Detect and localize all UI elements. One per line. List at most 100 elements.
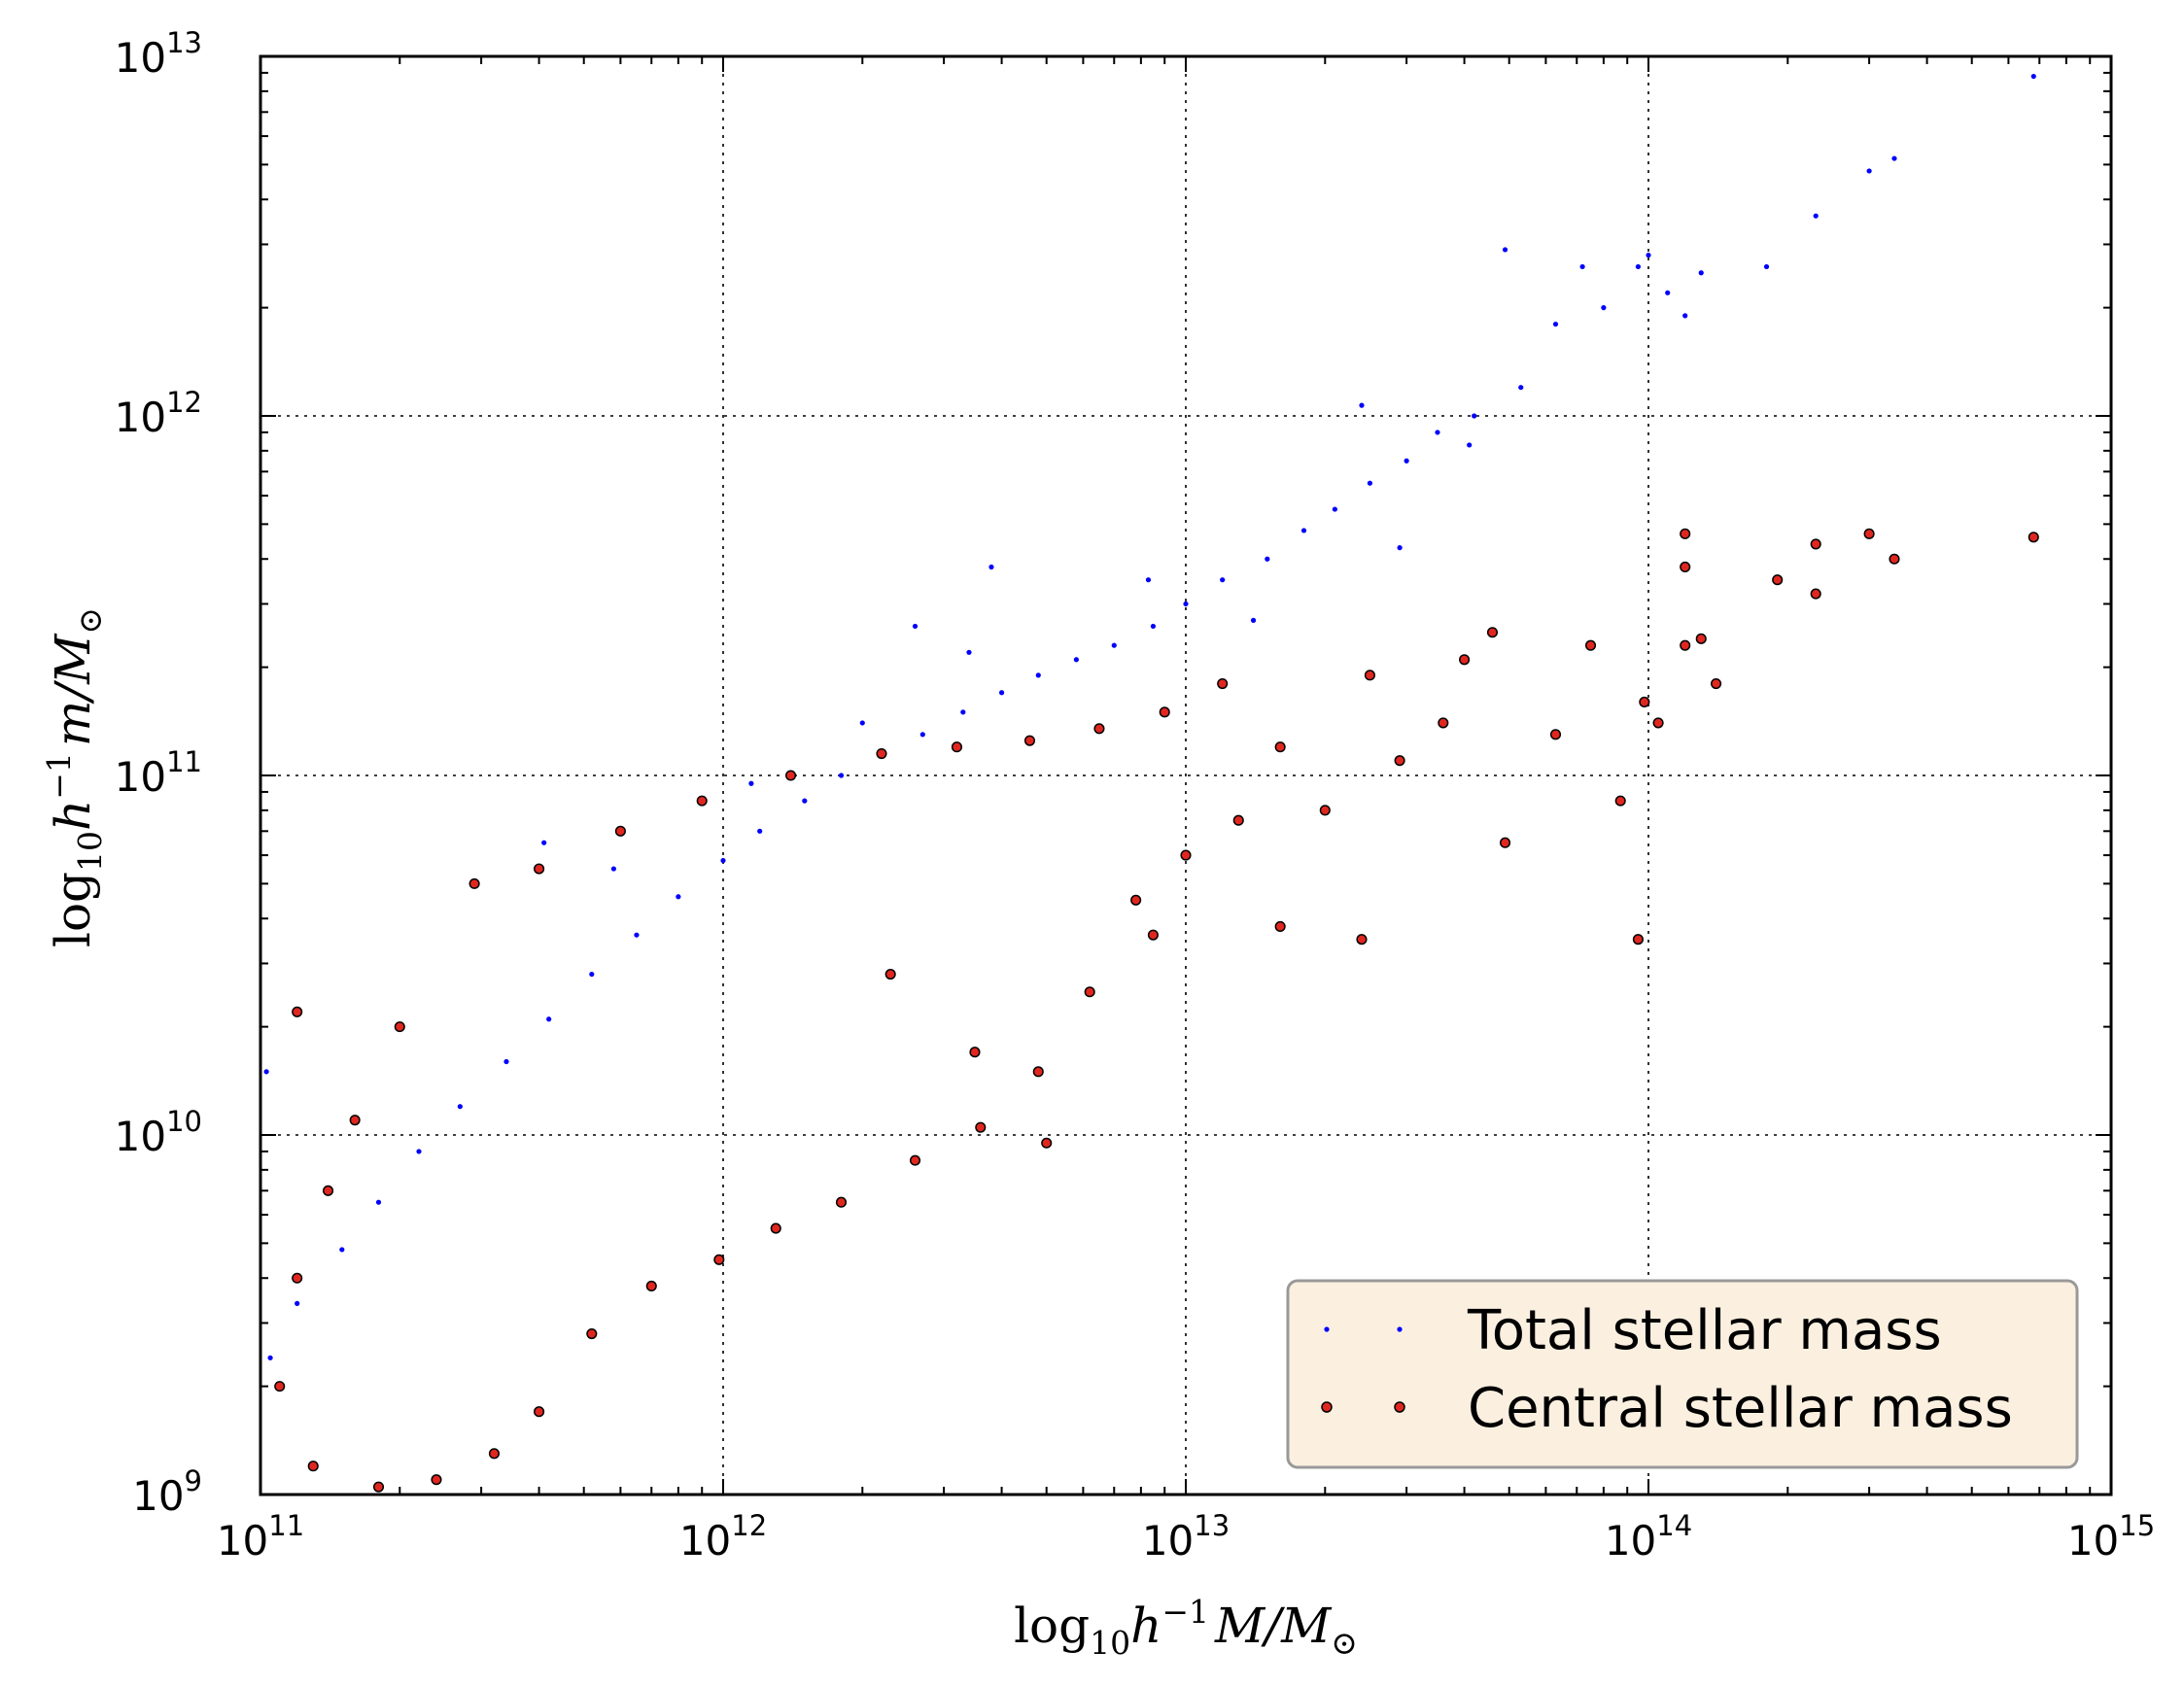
- total-stellar-mass-point: [1435, 430, 1440, 435]
- x-tick-label: 1012: [679, 1509, 767, 1565]
- x-tick-label: 1013: [1142, 1509, 1230, 1565]
- total-stellar-mass-point: [757, 828, 763, 834]
- central-stellar-mass-point: [1680, 528, 1691, 539]
- central-stellar-mass-point: [394, 1021, 405, 1033]
- total-stellar-mass-point: [263, 1069, 269, 1075]
- total-stellar-mass-point: [1359, 402, 1365, 408]
- central-stellar-mass-point: [1023, 735, 1036, 746]
- central-stellar-mass-point: [349, 1115, 361, 1126]
- total-stellar-mass-point: [1111, 642, 1117, 648]
- central-stellar-mass-point: [1863, 528, 1875, 539]
- central-stellar-mass-point: [1680, 639, 1691, 651]
- grid-lines: [260, 56, 2111, 1495]
- central-stellar-mass-point: [951, 741, 963, 753]
- y-tick-labels: 109 1010 1011 1012 1013: [115, 26, 202, 1520]
- central-stellar-mass-point: [770, 1222, 781, 1234]
- total-stellar-mass-point: [1073, 657, 1079, 663]
- total-stellar-mass-point: [1397, 545, 1403, 551]
- central-stellar-mass-point: [1639, 696, 1650, 708]
- x-tick-label: 1015: [2067, 1509, 2155, 1565]
- legend-box: [1286, 1279, 2079, 1469]
- legend-marker-total-2: [1397, 1326, 1403, 1332]
- central-stellar-mass-point: [1084, 986, 1095, 998]
- central-stellar-mass-point: [534, 1406, 545, 1418]
- central-stellar-mass-point: [1032, 1066, 1044, 1078]
- central-stellar-mass-point: [1364, 670, 1375, 681]
- total-stellar-mass-point: [1150, 623, 1157, 630]
- total-stellar-mass-point: [988, 564, 994, 570]
- central-stellar-mass-point: [586, 1328, 598, 1340]
- central-stellar-mass-point: [2028, 532, 2039, 543]
- central-stellar-mass-point: [645, 1280, 657, 1292]
- total-stellar-mass-point: [457, 1104, 463, 1110]
- central-stellar-mass-point: [909, 1154, 921, 1166]
- total-stellar-mass-point: [1404, 458, 1409, 464]
- total-stellar-mass-point: [1332, 506, 1337, 512]
- y-axis-label: log10h−1m/M⊙: [40, 607, 109, 947]
- central-stellar-mass-point: [431, 1474, 442, 1486]
- x-tick-label: 1011: [217, 1509, 304, 1565]
- total-stellar-mass-point: [1220, 577, 1226, 583]
- central-stellar-mass-point: [1093, 723, 1105, 735]
- central-stellar-mass-point: [1356, 934, 1368, 946]
- central-stellar-mass-point: [614, 825, 626, 837]
- legend-marker-central-2: [1394, 1401, 1405, 1413]
- y-tick-label: 1011: [115, 745, 202, 801]
- total-stellar-mass-point: [503, 1058, 509, 1065]
- total-stellar-mass-point: [720, 857, 726, 864]
- total-stellar-mass-point: [1250, 617, 1257, 623]
- total-stellar-mass-point: [267, 1355, 273, 1360]
- total-stellar-mass-point: [748, 780, 754, 786]
- legend-marker-total-1: [1324, 1326, 1330, 1332]
- y-tick-label: 1010: [115, 1105, 202, 1160]
- central-stellar-mass-point: [1695, 633, 1707, 644]
- central-stellar-mass-point: [1394, 755, 1405, 767]
- total-stellar-mass-point: [1552, 321, 1559, 327]
- central-stellar-mass-point: [1680, 561, 1691, 573]
- central-stellar-mass-point: [1810, 538, 1821, 550]
- total-stellar-mass-point: [339, 1247, 345, 1253]
- central-stellar-mass-point: [1147, 929, 1159, 941]
- central-stellar-mass-point: [969, 1047, 981, 1058]
- total-stellar-mass-point: [676, 894, 681, 900]
- central-stellar-mass-point: [1632, 934, 1644, 946]
- total-stellar-mass-point: [546, 1016, 552, 1022]
- total-stellar-mass-point: [1763, 263, 1770, 270]
- central-stellar-mass-point: [468, 877, 480, 889]
- central-stellar-mass-point: [488, 1448, 501, 1460]
- total-stellar-mass-point: [1665, 290, 1671, 295]
- central-stellar-mass-point: [696, 795, 708, 807]
- x-axis-label: log10h−1 M/M⊙: [1014, 1593, 1358, 1662]
- total-stellar-mass-point: [1601, 305, 1607, 311]
- total-stellar-mass-point: [1467, 442, 1473, 448]
- central-stellar-mass-point: [1652, 717, 1664, 729]
- total-stellar-mass-point: [295, 1300, 300, 1306]
- legend-label-central: Central stellar mass: [1468, 1377, 2013, 1440]
- central-stellar-mass-point: [785, 770, 797, 781]
- total-stellar-mass-point: [541, 840, 547, 845]
- legend: Total stellar mass Central stellar mass: [1286, 1279, 2079, 1469]
- total-stellar-mass-point: [2030, 73, 2036, 80]
- total-stellar-mass-point: [375, 1199, 382, 1205]
- axis-ticks: [260, 55, 2112, 1496]
- central-stellar-mass-point: [323, 1185, 334, 1196]
- central-stellar-mass-point: [372, 1481, 385, 1493]
- central-stellar-mass-point: [1810, 588, 1821, 600]
- central-stellar-mass-point: [1130, 894, 1142, 906]
- total-stellar-mass-point: [1682, 313, 1688, 319]
- y-tick-label: 1012: [115, 386, 202, 441]
- total-stellar-mass-point: [912, 623, 919, 630]
- x-tick-labels: 1011 1012 1013 1014 1015: [217, 1509, 2155, 1565]
- total-stellar-mass-point: [610, 866, 616, 872]
- total-stellar-mass-point: [838, 773, 845, 778]
- central-stellar-mass-point: [1180, 849, 1192, 861]
- central-stellar-mass-point: [1459, 654, 1471, 666]
- total-stellar-mass-point: [1367, 480, 1373, 486]
- central-stellar-mass-point: [1711, 677, 1722, 690]
- central-stellar-mass-point: [1217, 677, 1229, 690]
- legend-label-total: Total stellar mass: [1467, 1299, 1942, 1362]
- central-stellar-mass-point: [1232, 814, 1244, 826]
- total-stellar-mass-point: [859, 720, 865, 726]
- total-stellar-mass-point: [802, 798, 808, 804]
